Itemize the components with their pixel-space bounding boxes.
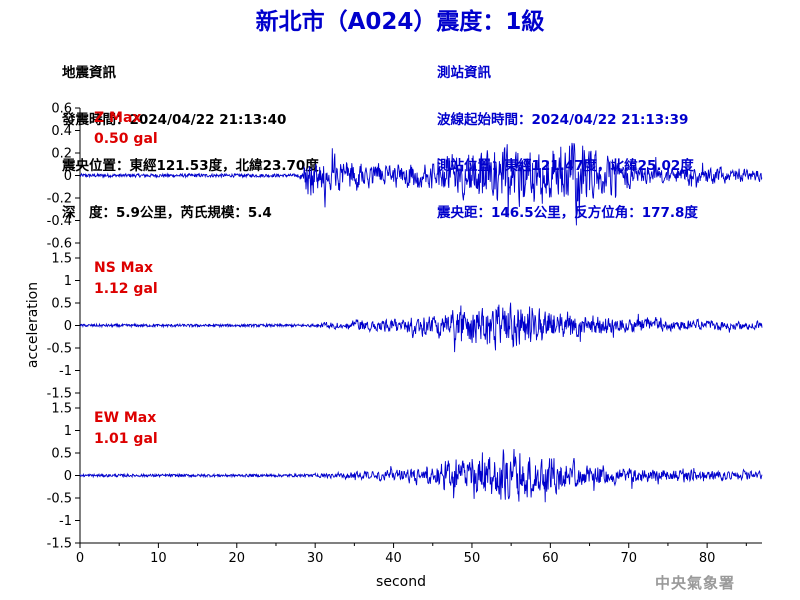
x-tick-label: 60	[542, 551, 559, 566]
series-max-value-ew: 1.01 gal	[94, 431, 158, 447]
distance-azimuth: 震央距：146.5公里，反方位角：177.8度	[437, 204, 698, 221]
series-line-ew	[79, 448, 763, 503]
depth-magnitude: 深 度：5.9公里，芮氏規模：5.4	[62, 204, 272, 221]
x-tick-label: 20	[229, 551, 246, 566]
x-axis-label: second	[376, 574, 426, 590]
y-tick-label: 0.6	[51, 102, 72, 117]
y-tick-label: -0.2	[47, 192, 72, 207]
y-tick-label: -1	[59, 514, 72, 529]
y-tick-label: -1	[59, 364, 72, 379]
x-tick-label: 0	[76, 551, 84, 566]
series-line-z	[79, 142, 763, 226]
origin-time: 發震時間：2024/04/22 21:13:40	[62, 111, 287, 128]
y-tick-label: 0.4	[51, 124, 72, 139]
y-tick-label: -0.5	[47, 492, 72, 507]
series-max-value-ns: 1.12 gal	[94, 281, 158, 297]
x-tick-label: 40	[385, 551, 402, 566]
y-tick-label: 0	[64, 169, 72, 184]
y-tick-label: 1	[64, 274, 72, 289]
y-tick-label: -0.4	[47, 214, 72, 229]
y-axis-label: acceleration	[25, 282, 41, 368]
y-tick-label: -0.6	[47, 237, 72, 252]
wave-start-time: 波線起始時間：2024/04/22 21:13:39	[437, 111, 689, 128]
series-max-label-ew: EW Max	[94, 410, 156, 426]
series-line-ns	[79, 302, 763, 353]
series-max-label-ns: NS Max	[94, 260, 153, 276]
y-tick-label: -1.5	[47, 537, 72, 552]
y-tick-label: 1.5	[51, 402, 72, 417]
quake-info-panel: 地震資訊 發震時間：2024/04/22 21:13:40 震央位置：東經121…	[62, 35, 319, 237]
y-tick-label: -0.5	[47, 342, 72, 357]
y-tick-label: 0.2	[51, 147, 72, 162]
x-tick-label: 80	[699, 551, 716, 566]
epicenter-location: 震央位置：東經121.53度，北緯23.70度	[62, 158, 319, 174]
y-tick-label: 0	[64, 319, 72, 334]
y-tick-label: 0	[64, 469, 72, 484]
series-max-label-z: Z Max	[94, 110, 141, 126]
quake-info-heading: 地震資訊	[62, 65, 116, 81]
y-tick-label: 0.5	[51, 297, 72, 312]
series-max-value-z: 0.50 gal	[94, 131, 158, 147]
page-title: 新北市（A024）震度：1級	[255, 9, 545, 35]
x-tick-label: 10	[150, 551, 167, 566]
x-tick-label: 50	[464, 551, 481, 566]
y-tick-label: 1.5	[51, 252, 72, 267]
x-tick-label: 30	[307, 551, 324, 566]
agency-watermark: 中央氣象署	[655, 574, 736, 592]
station-info-heading: 測站資訊	[437, 65, 491, 81]
y-tick-label: 1	[64, 424, 72, 439]
x-tick-label: 70	[620, 551, 637, 566]
y-tick-label: -1.5	[47, 387, 72, 402]
y-tick-label: 0.5	[51, 447, 72, 462]
